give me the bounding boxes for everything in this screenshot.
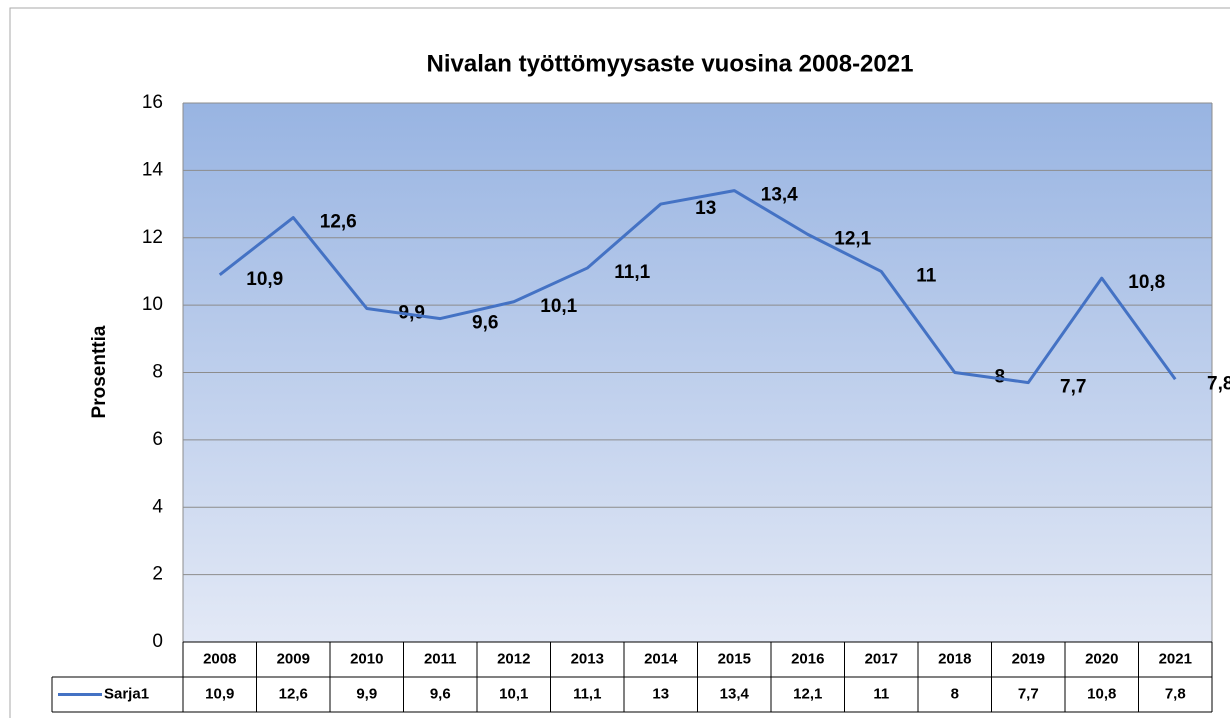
y-tick-label: 16 — [142, 92, 163, 113]
x-tick-label: 2008 — [203, 650, 236, 667]
x-tick-label: 2021 — [1159, 650, 1192, 667]
table-value: 9,9 — [356, 685, 377, 702]
x-tick-label: 2016 — [791, 650, 824, 667]
x-tick-label: 2012 — [497, 650, 530, 667]
x-tick-label: 2019 — [1012, 650, 1045, 667]
data-label: 10,8 — [1128, 272, 1165, 293]
table-value: 7,8 — [1165, 685, 1186, 702]
table-value: 12,1 — [793, 685, 822, 702]
x-tick-label: 2011 — [424, 650, 457, 667]
data-label: 11 — [916, 265, 937, 286]
table-value: 13,4 — [720, 685, 750, 702]
x-tick-label: 2017 — [865, 650, 898, 667]
x-tick-label: 2009 — [277, 650, 310, 667]
data-label: 13,4 — [761, 185, 798, 206]
x-tick-label: 2015 — [718, 650, 751, 667]
table-value: 11 — [873, 685, 889, 702]
legend-label: Sarja1 — [104, 685, 149, 702]
data-label: 7,7 — [1060, 377, 1086, 398]
series-line — [218, 189, 1177, 385]
data-label: 10,1 — [540, 296, 577, 317]
table-value: 13 — [652, 685, 669, 702]
data-label: 7,8 — [1207, 373, 1230, 394]
x-tick-label: 2010 — [350, 650, 383, 667]
data-label: 13 — [695, 198, 716, 219]
y-tick-label: 2 — [152, 564, 163, 585]
data-label: 12,6 — [320, 212, 357, 233]
table-value: 10,8 — [1087, 685, 1116, 702]
table-value: 7,7 — [1018, 685, 1039, 702]
y-tick-label: 0 — [152, 631, 163, 652]
x-tick-label: 2020 — [1085, 650, 1118, 667]
data-label: 9,6 — [472, 313, 498, 334]
x-tick-label: 2013 — [571, 650, 604, 667]
x-tick-label: 2014 — [644, 650, 678, 667]
y-tick-label: 12 — [142, 227, 163, 248]
table-value: 10,1 — [499, 685, 528, 702]
table-value: 11,1 — [573, 685, 601, 702]
table-value: 8 — [951, 685, 959, 702]
y-tick-label: 14 — [142, 159, 164, 180]
y-axis-label: Prosenttia — [89, 325, 110, 418]
data-label: 11,1 — [614, 262, 650, 283]
y-tick-label: 4 — [152, 496, 163, 517]
data-label: 12,1 — [834, 228, 871, 249]
data-label: 9,9 — [399, 303, 425, 324]
x-tick-label: 2018 — [938, 650, 971, 667]
y-tick-label: 8 — [152, 362, 163, 383]
table-value: 10,9 — [205, 685, 234, 702]
table-value: 9,6 — [430, 685, 451, 702]
y-tick-label: 6 — [152, 429, 163, 450]
data-label: 8 — [994, 367, 1005, 388]
table-value: 12,6 — [279, 685, 308, 702]
y-tick-label: 10 — [142, 294, 163, 315]
chart-title: Nivalan työttömyysaste vuosina 2008-2021 — [427, 50, 914, 77]
chart-frame — [9, 7, 1230, 718]
data-label: 10,9 — [246, 269, 283, 290]
